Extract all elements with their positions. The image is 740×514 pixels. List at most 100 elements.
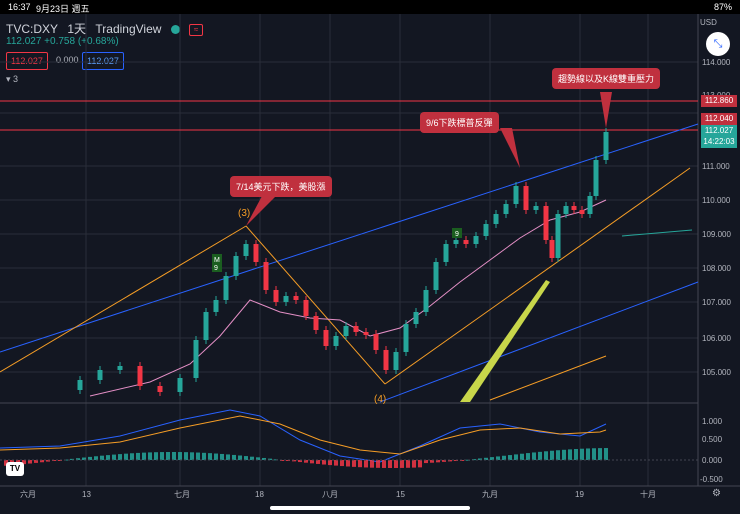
interval-label[interactable]: 1天 <box>67 22 87 36</box>
candle-body <box>443 244 449 262</box>
histogram-bar <box>304 460 308 463</box>
histogram-bar <box>394 460 398 468</box>
svg-text:105.000: 105.000 <box>702 368 731 377</box>
histogram-bar <box>514 454 518 460</box>
histogram-bar <box>94 456 98 460</box>
n9-label: 9 <box>455 231 459 238</box>
channel-upper-trendline <box>0 123 699 353</box>
histogram-bar <box>142 452 146 460</box>
histogram-bar <box>202 452 206 460</box>
candle-body <box>363 332 369 335</box>
symbol-name[interactable]: TVC:DXY <box>6 22 59 36</box>
histogram-bar <box>232 454 236 460</box>
wave-line-2 <box>245 225 386 385</box>
histogram-bar <box>556 450 560 460</box>
histogram-bar <box>400 460 404 468</box>
candle-body <box>223 276 229 300</box>
histogram-bar <box>244 456 248 460</box>
candle-body <box>157 386 163 392</box>
histogram-bar <box>382 460 386 468</box>
candle-body <box>263 262 269 290</box>
histogram-bar <box>388 460 392 468</box>
annotation-1-pointer <box>246 196 276 226</box>
histogram-bar <box>268 458 272 460</box>
histogram-bar <box>412 460 416 468</box>
svg-text:七月: 七月 <box>174 490 190 499</box>
candle-body <box>473 236 479 244</box>
histogram-bar <box>172 452 176 460</box>
svg-text:111.000: 111.000 <box>702 162 730 171</box>
projection-arrow <box>460 280 550 402</box>
histogram-bar <box>226 454 230 460</box>
auto-scale-icon[interactable]: ⤡ <box>706 32 730 56</box>
candle-body <box>303 300 309 316</box>
candle-body <box>413 312 419 324</box>
signal-line <box>0 415 607 455</box>
histogram-bar <box>574 449 578 460</box>
candle-body <box>563 206 569 214</box>
histogram-bar <box>442 460 446 462</box>
histogram-bar <box>82 457 86 460</box>
histogram-bar <box>136 452 140 460</box>
ask-quote[interactable]: 112.027 <box>82 52 124 70</box>
status-date: 9月23日 週五 <box>36 4 90 14</box>
svg-text:114.000: 114.000 <box>702 58 731 67</box>
histogram-bar <box>88 456 92 460</box>
histogram-bar <box>124 453 128 460</box>
histogram-bar <box>292 460 296 462</box>
histogram-bar <box>340 460 344 467</box>
n9-badge <box>452 228 462 238</box>
histogram-bar <box>322 460 326 465</box>
candle-body <box>423 290 429 312</box>
candle-body <box>383 350 389 370</box>
histogram-bar <box>526 453 530 460</box>
candle-body <box>177 378 183 392</box>
histogram-bar <box>40 460 44 463</box>
histogram-bar <box>532 452 536 460</box>
m9-badge <box>212 254 222 272</box>
status-bar: 16:37 9月23日 週五 87% <box>0 0 740 14</box>
histogram-bar <box>430 460 434 463</box>
support-trendline <box>384 167 691 385</box>
candle-body <box>571 206 577 210</box>
candle-body <box>603 132 609 160</box>
svg-text:-0.500: -0.500 <box>700 475 723 484</box>
grid <box>0 14 698 486</box>
projection-line <box>621 229 693 237</box>
svg-text:九月: 九月 <box>482 490 498 499</box>
m9-count: 9 <box>214 265 218 272</box>
histogram-bar <box>592 448 596 460</box>
annotation-2[interactable]: 9/6下跌標普反彈 <box>420 112 499 133</box>
home-indicator <box>270 506 470 510</box>
candle-body <box>97 370 103 380</box>
m9-label: M <box>214 257 220 264</box>
candle-body <box>77 380 83 390</box>
candle-body <box>493 214 499 224</box>
svg-text:15: 15 <box>396 490 405 499</box>
svg-text:十月: 十月 <box>640 489 656 499</box>
candle-body <box>393 352 399 370</box>
wave-icon: ≈ <box>189 23 204 36</box>
indicator-toggle[interactable]: ▾ 3 <box>6 74 19 84</box>
histogram-bar <box>448 460 452 462</box>
bid-quote[interactable]: 112.027 <box>6 52 48 70</box>
time-axis-labels: 六月 13 七月 18 八月 15 九月 19 十月 <box>20 489 656 499</box>
histogram-bar <box>238 455 242 460</box>
histogram-bar <box>166 452 170 460</box>
wave-label-3: (3) <box>238 208 250 219</box>
histogram-bar <box>580 448 584 460</box>
annotation-1[interactable]: 7/14美元下跌，美股漲 <box>230 176 332 197</box>
histogram-bar <box>508 455 512 460</box>
histogram-bar <box>178 452 182 460</box>
candle-body <box>213 300 219 312</box>
histogram-bar <box>406 460 410 468</box>
symbol-row[interactable]: TVC:DXY 1天 TradingView ≈ <box>6 20 209 37</box>
histogram-bar <box>586 448 590 460</box>
histogram-bar <box>418 460 422 468</box>
annotation-3[interactable]: 趨勢線以及K線雙重壓力 <box>552 68 661 89</box>
gear-icon[interactable]: ⚙ <box>712 488 721 499</box>
candle-body <box>253 244 259 262</box>
histogram-bar <box>154 452 158 460</box>
currency-label[interactable]: USD <box>700 18 717 27</box>
